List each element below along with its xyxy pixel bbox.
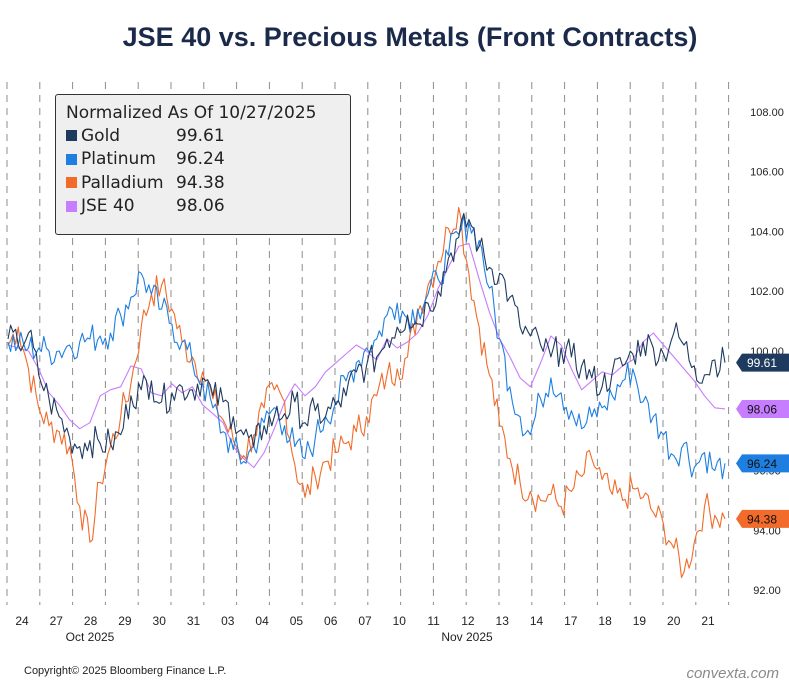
brand-watermark: convexta.com [686, 665, 779, 682]
legend-item-jse40: JSE 40 98.06 [66, 195, 340, 219]
x-tick-label: 14 [530, 614, 544, 628]
last-value-text: 96.24 [747, 457, 777, 471]
x-tick-label: 28 [84, 614, 98, 628]
copyright-text: Copyright© 2025 Bloomberg Finance L.P. [24, 665, 227, 677]
y-tick-label: 106.00 [750, 167, 784, 179]
legend-title: Normalized As Of 10/27/2025 [66, 103, 317, 123]
y-tick-label: 102.00 [750, 286, 784, 298]
last-value-tag-bg [736, 399, 789, 418]
y-tick-label: 92.00 [753, 585, 781, 597]
legend-item-platinum: Platinum 96.24 [66, 148, 340, 172]
last-value-tag-jse40: 98.06 [736, 399, 789, 418]
x-tick-label: 17 [564, 614, 578, 628]
legend-item-gold: Gold 99.61 [66, 124, 340, 148]
legend-swatch-platinum [66, 153, 77, 165]
x-tick-label: 06 [324, 614, 338, 628]
legend-swatch-jse40 [66, 200, 77, 212]
x-tick-label: 20 [667, 614, 681, 628]
legend-label-gold: Gold [81, 125, 121, 146]
legend-value-palladium: 94.38 [176, 172, 225, 193]
x-tick-label: 12 [461, 614, 475, 628]
series-line-gold [7, 212, 726, 460]
last-value-tag-bg [736, 353, 789, 372]
y-tick-label: 104.00 [750, 226, 784, 238]
chart-legend: Normalized As Of 10/27/2025 Gold 99.61 P… [55, 94, 351, 235]
legend-value-gold: 99.61 [176, 125, 225, 146]
x-tick-label: 27 [50, 614, 64, 628]
x-month-label: Nov 2025 [441, 630, 493, 644]
chart-title: JSE 40 vs. Precious Metals (Front Contra… [122, 22, 698, 52]
series-line-palladium [7, 206, 726, 579]
legend-value-platinum: 96.24 [176, 149, 225, 170]
legend-value-jse40: 98.06 [176, 196, 225, 217]
x-tick-label: 13 [496, 614, 510, 628]
x-tick-label: 04 [255, 614, 269, 628]
y-tick-label: 94.00 [753, 525, 781, 537]
legend-label-palladium: Palladium [81, 172, 164, 193]
x-tick-label: 05 [290, 614, 304, 628]
last-value-tag-bg [736, 509, 789, 528]
last-value-tag-platinum: 96.24 [736, 454, 789, 473]
last-value-text: 94.38 [747, 512, 777, 526]
last-value-tag-gold: 99.61 [736, 353, 789, 372]
series-line-jse40 [7, 242, 726, 469]
series-line-platinum [7, 214, 726, 480]
last-value-tag-palladium: 94.38 [736, 509, 789, 528]
last-value-text: 98.06 [747, 402, 777, 416]
legend-label-platinum: Platinum [81, 149, 156, 170]
x-tick-label: 10 [393, 614, 407, 628]
x-tick-label: 24 [15, 614, 29, 628]
y-tick-label: 108.00 [750, 107, 784, 119]
legend-swatch-palladium [66, 177, 77, 189]
x-tick-label: 19 [633, 614, 647, 628]
x-tick-label: 29 [118, 614, 132, 628]
legend-swatch-gold [66, 130, 77, 142]
x-month-label: Oct 2025 [66, 630, 115, 644]
last-value-text: 99.61 [747, 356, 777, 370]
x-tick-label: 30 [153, 614, 167, 628]
x-tick-label: 03 [221, 614, 235, 628]
x-tick-label: 07 [358, 614, 372, 628]
x-tick-label: 31 [187, 614, 201, 628]
x-tick-label: 21 [701, 614, 715, 628]
legend-item-palladium: Palladium 94.38 [66, 171, 340, 195]
legend-label-jse40: JSE 40 [81, 196, 135, 217]
last-value-tag-bg [736, 454, 789, 473]
x-tick-label: 11 [427, 614, 440, 628]
x-tick-label: 18 [598, 614, 612, 628]
